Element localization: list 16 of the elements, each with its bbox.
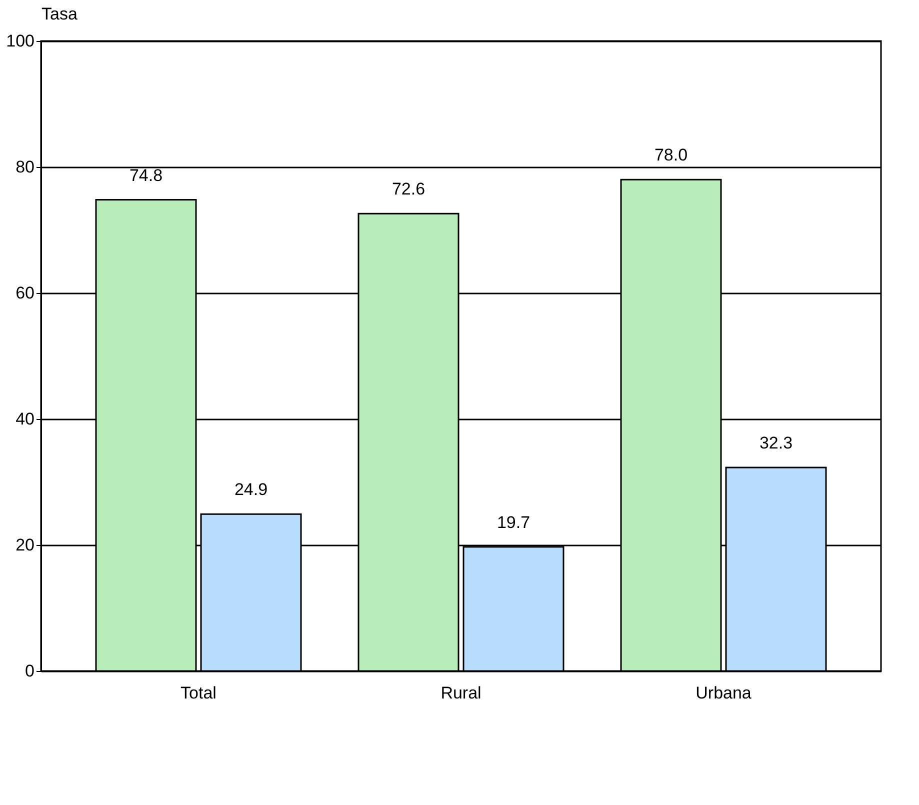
x-tick-label: Total	[180, 684, 216, 702]
y-tick-label: 40	[16, 410, 34, 428]
y-tick-label: 100	[6, 32, 34, 50]
y-tick-label: 20	[16, 536, 34, 554]
data-label: 32.3	[759, 434, 793, 453]
data-label: 72.6	[392, 180, 426, 199]
data-label: 19.7	[496, 512, 530, 532]
x-tick-label: Rural	[440, 684, 482, 702]
x-tick-label: Urbana	[696, 684, 752, 702]
y-tick-label: 60	[16, 284, 34, 302]
y-tick-label: 0	[25, 662, 34, 680]
data-label: 24.9	[234, 480, 268, 500]
data-label: 74.8	[129, 166, 163, 185]
data-label: 78.0	[654, 146, 688, 165]
y-tick-label: 80	[16, 158, 34, 176]
y-axis-title: Tasa	[42, 4, 78, 24]
